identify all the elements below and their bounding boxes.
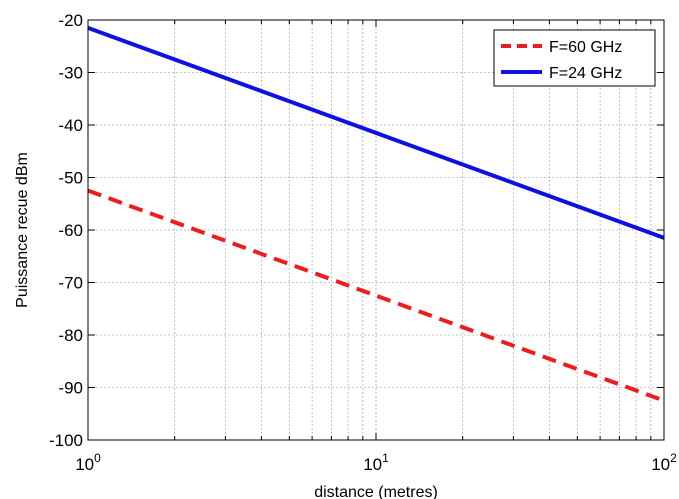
- y-axis-label: Puissance recue dBm: [14, 152, 31, 308]
- ticks: [87, 19, 664, 441]
- x-tick-label: 102: [651, 451, 677, 474]
- legend-box: [493, 29, 656, 87]
- y-tick-label: -40: [58, 116, 83, 135]
- y-tick-label: -70: [58, 274, 83, 293]
- x-tick-label: 101: [363, 451, 389, 474]
- y-tick-label: -20: [58, 11, 83, 30]
- plot-lines: [87, 25, 665, 403]
- y-tick-label: -100: [49, 431, 83, 450]
- y-tick-label: -50: [58, 169, 83, 188]
- y-tick-label: -30: [58, 64, 83, 83]
- series-line-0: [87, 188, 665, 403]
- y-tick-label: -60: [58, 221, 83, 240]
- x-axis-label: distance (metres): [314, 484, 438, 499]
- legend-label-60ghz: F=60 GHz: [549, 39, 622, 56]
- series-line-1: [87, 25, 665, 240]
- legend-label-24ghz: F=24 GHz: [549, 65, 622, 82]
- y-tick-label: -90: [58, 379, 83, 398]
- x-tick-label: 100: [75, 451, 101, 474]
- legend: F=60 GHz F=24 GHz: [493, 29, 656, 87]
- y-tick-label: -80: [58, 326, 83, 345]
